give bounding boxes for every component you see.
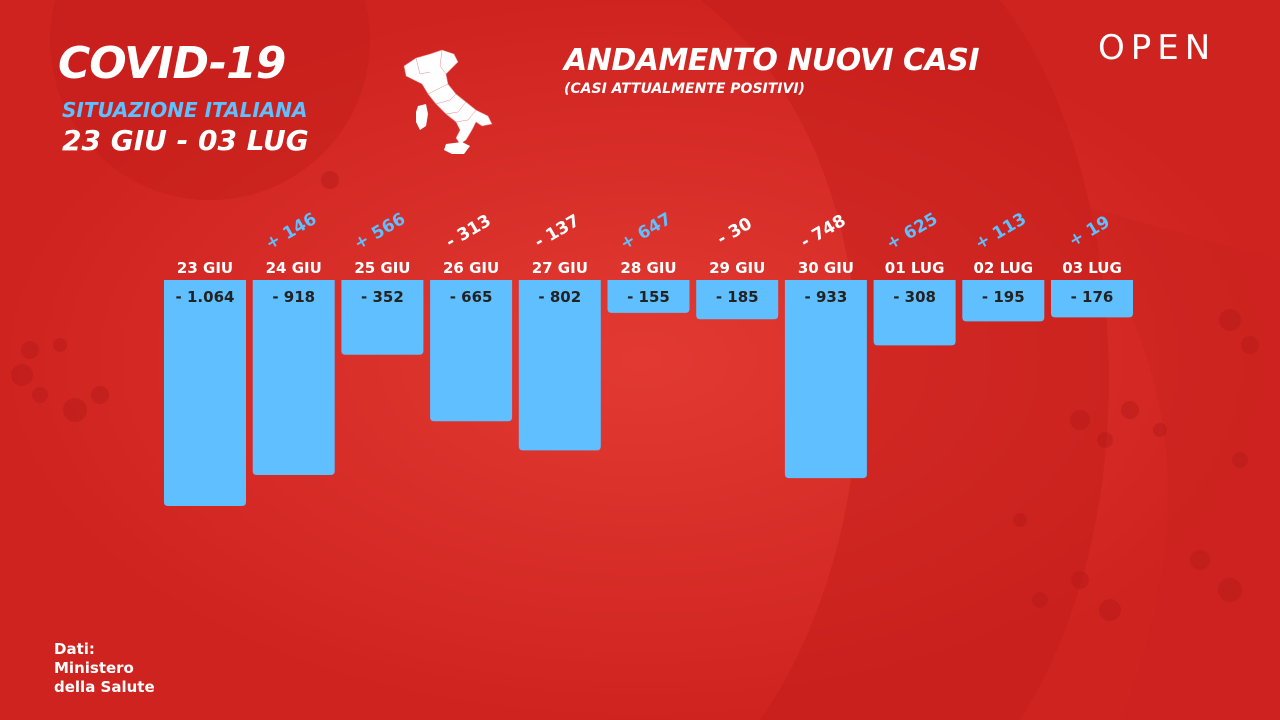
delta-label: + 19 [1066,212,1114,251]
bar [873,280,956,346]
delta-label: - 137 [531,211,583,253]
chart-subtitle: (CASI ATTUALMENTE POSITIVI) [564,81,805,97]
value-label: - 802 [538,288,581,306]
value-label: - 1.064 [176,288,235,306]
bar [518,280,601,451]
category-label: 01 LUG [885,259,945,277]
value-label: - 185 [716,288,759,306]
bar [784,280,867,479]
data-source: Dati: Ministero della Salute [54,640,155,697]
delta-label: - 748 [797,211,849,253]
delta-label: + 625 [883,209,941,254]
value-label: - 933 [805,288,848,306]
bar [962,280,1045,322]
value-label: - 308 [893,288,936,306]
bar [341,280,424,355]
category-label: 26 GIU [443,259,499,277]
category-label: 29 GIU [709,259,765,277]
delta-label: + 146 [262,209,320,254]
open-logo: OPEN [1098,28,1217,68]
value-label: - 665 [450,288,493,306]
delta-label: - 313 [443,211,495,253]
source-line-1: Dati: [54,640,95,658]
bar [696,280,779,320]
delta-label: + 113 [972,209,1030,254]
value-label: - 195 [982,288,1025,306]
value-label: - 918 [272,288,315,306]
category-label: 23 GIU [177,259,233,277]
bar [164,280,246,506]
delta-label: + 566 [351,209,409,254]
bar [430,280,513,422]
source-line-2: Ministero [54,659,134,677]
page-subtitle: SITUAZIONE ITALIANA [62,98,308,122]
chart-title: ANDAMENTO NUOVI CASI [564,43,980,78]
category-label: 30 GIU [798,259,854,277]
delta-label: + 647 [617,209,675,254]
category-label: 24 GIU [266,259,322,277]
category-label: 25 GIU [354,259,410,277]
category-label: 28 GIU [620,259,676,277]
value-label: - 155 [627,288,670,306]
bar [1051,280,1133,318]
value-label: - 352 [361,288,404,306]
date-range: 23 GIU - 03 LUG [62,124,309,157]
category-label: 03 LUG [1062,259,1122,277]
delta-label: - 30 [714,214,756,250]
source-line-3: della Salute [54,678,155,696]
page-title: COVID-19 [58,38,286,89]
value-label: - 176 [1071,288,1114,306]
category-label: 02 LUG [973,259,1033,277]
bar [252,280,335,475]
category-label: 27 GIU [532,259,588,277]
italy-map-icon [403,49,493,154]
bar [607,280,690,313]
